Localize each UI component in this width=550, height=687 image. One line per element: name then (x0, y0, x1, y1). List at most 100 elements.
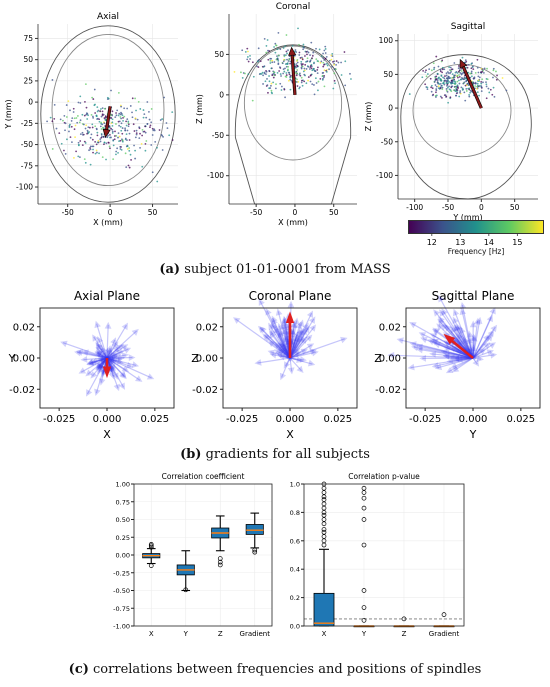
y-tick-label: 0.00 (196, 354, 218, 365)
caption-a: (a) subject 01-01-0001 from MASS (0, 262, 550, 277)
spindle-point (270, 67, 273, 70)
spindle-point (482, 81, 484, 84)
subject-gradient-arrow (106, 348, 111, 359)
outlier-point (252, 547, 258, 553)
subject-gradient-head (126, 362, 134, 369)
spindle-point (117, 136, 119, 139)
spindle-point (53, 117, 56, 120)
spindle-point (101, 113, 104, 116)
spindle-point (252, 75, 255, 78)
spindle-point (438, 76, 440, 79)
spindle-point (118, 112, 121, 115)
spindle-point (470, 72, 473, 75)
spindle-point (441, 68, 444, 71)
spindle-point (124, 127, 127, 130)
subject-gradient-arrow (276, 343, 291, 359)
spindle-point (103, 141, 106, 144)
subject-gradient-arrow (277, 311, 291, 359)
subject-gradient-arrow (472, 357, 478, 365)
spindle-point (446, 84, 448, 87)
subject-gradient-head (97, 363, 105, 371)
subject-gradient-head (469, 344, 477, 352)
x-tick-label: 0 (108, 208, 113, 217)
x-tick-label: -50 (250, 208, 262, 217)
spindle-point (265, 45, 268, 47)
subject-gradient-head (476, 355, 484, 362)
spindle-point (105, 158, 107, 161)
spindle-point (136, 118, 139, 121)
outlier-point (361, 517, 367, 522)
spindle-point (309, 80, 312, 83)
subject-gradient-arrow (106, 357, 122, 363)
subject-gradient-head (95, 351, 103, 358)
spindle-point (285, 72, 288, 74)
spindle-point (128, 139, 131, 141)
spindle-point (469, 72, 472, 75)
spindle-point (100, 108, 102, 110)
subject-gradients (387, 295, 498, 374)
spindle-point (154, 140, 157, 143)
spindle-point (458, 75, 461, 78)
subject-gradient-arrow (264, 334, 291, 359)
subject-gradient-arrow (106, 347, 119, 359)
subject-gradient-arrow (451, 328, 474, 359)
subject-gradient-head (290, 320, 298, 328)
spindle-point (73, 117, 76, 120)
subject-gradient-head (432, 328, 440, 336)
outlier-point (361, 588, 367, 593)
spindle-point (307, 79, 309, 82)
y-tick-label: 0.02 (13, 322, 35, 333)
y-tick-label: 0.00 (13, 354, 35, 365)
spindle-point (72, 107, 75, 110)
spindle-point (331, 52, 334, 55)
subject-gradient-head (473, 317, 481, 325)
spindle-point (456, 80, 459, 83)
subject-gradient-arrow (472, 337, 476, 359)
spindle-point (301, 65, 304, 68)
subject-gradient-head (299, 356, 307, 363)
spindle-point (93, 88, 96, 91)
subject-gradient-arrow (436, 343, 474, 359)
spindle-point (81, 131, 84, 134)
plot-title: Coronal (276, 2, 311, 12)
spindle-point (451, 73, 454, 76)
subject-gradient-arrow (410, 357, 474, 369)
spindle-point (142, 116, 145, 119)
spindle-point (322, 77, 324, 80)
subject-gradient-head (277, 323, 284, 331)
spindle-point (119, 145, 122, 148)
plot-title: Sagittal Plane (432, 289, 515, 303)
y-tick-label: -50 (212, 131, 224, 140)
spindle-point (96, 141, 99, 144)
spindle-point (408, 93, 411, 95)
spindle-point (148, 118, 151, 121)
subject-gradient-arrow (106, 357, 126, 378)
outlier-point (217, 562, 223, 568)
caption-c-text: correlations between frequencies and pos… (93, 662, 482, 677)
subject-gradient-arrow (280, 355, 291, 359)
spindle-point (163, 96, 166, 99)
subject-gradient-head (98, 378, 106, 386)
spindle-point (274, 42, 277, 45)
spindle-point (77, 101, 80, 104)
caption-c-label: (c) (68, 662, 89, 677)
spindle-point (279, 82, 282, 85)
spindle-point (251, 61, 254, 64)
subject-gradient-head (274, 341, 282, 349)
spindle-point (316, 69, 319, 71)
spindle-point (51, 148, 54, 150)
subject-gradient-arrow (261, 328, 291, 359)
subject-gradient-head (92, 334, 99, 342)
spindle-point (118, 120, 121, 123)
spindle-point (483, 71, 485, 74)
spindle-point (69, 123, 71, 126)
spindle-point (453, 80, 456, 83)
spindle-point (287, 65, 290, 68)
spindle-point (278, 70, 281, 72)
subject-gradient-head (446, 357, 454, 365)
outlier-point (321, 527, 327, 532)
spindle-point (322, 76, 325, 79)
spindle-point (456, 75, 459, 77)
spindle-point (302, 70, 305, 73)
subject-gradient-head (427, 338, 435, 346)
